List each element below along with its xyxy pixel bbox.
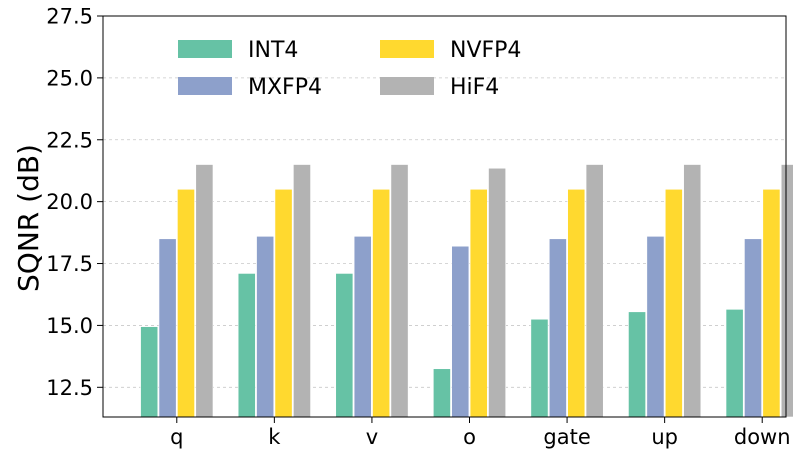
y-tick-label: 25.0 — [46, 66, 93, 90]
legend-swatch-hif4 — [380, 77, 434, 95]
y-tick-label: 22.5 — [46, 128, 93, 152]
bar-nvfp4-gate — [567, 188, 586, 418]
bar-nvfp4-q — [177, 188, 195, 418]
legend-swatch-int4 — [178, 40, 232, 58]
bar-int4-q — [140, 326, 159, 418]
bar-hif4-k — [293, 164, 311, 418]
bar-hif4-q — [195, 164, 214, 418]
bar-int4-gate — [530, 318, 549, 418]
axes: 12.5 15.0 17.5 20.0 22.5 25.0 27.5 q k v o gate up do… — [46, 5, 790, 450]
bar-hif4-o — [488, 167, 507, 418]
bar-int4-k — [237, 273, 256, 418]
bar-mxfp4-down — [744, 238, 762, 418]
bar-nvfp4-o — [469, 188, 488, 418]
x-tick-label: k — [268, 425, 281, 449]
bar-mxfp4-gate — [548, 238, 567, 418]
y-tick-label: 12.5 — [46, 376, 93, 400]
bar-mxfp4-up — [646, 236, 665, 418]
bar-mxfp4-v — [353, 236, 372, 418]
bar-hif4-down — [780, 164, 793, 418]
legend-swatch-mxfp4 — [178, 77, 232, 95]
x-tick-label: gate — [543, 425, 590, 449]
bar-int4-o — [432, 368, 451, 418]
x-tick-label: up — [651, 425, 678, 449]
legend-swatch-nvfp4 — [380, 40, 434, 58]
legend-label-hif4: HiF4 — [450, 75, 499, 100]
bar-hif4-v — [390, 164, 409, 418]
x-tick-label: down — [734, 425, 791, 449]
bar-nvfp4-v — [372, 188, 391, 418]
legend: INT4 MXFP4 NVFP4 HiF4 — [178, 38, 521, 100]
bar-hif4-gate — [585, 164, 604, 418]
x-tick-label: v — [366, 425, 378, 449]
legend-label-int4: INT4 — [248, 38, 298, 63]
x-tick-label: q — [170, 425, 183, 449]
bars — [140, 164, 793, 418]
y-tick-label: 27.5 — [46, 5, 93, 29]
y-axis-title: SQNR (dB) — [12, 144, 45, 292]
legend-label-nvfp4: NVFP4 — [450, 38, 521, 63]
y-tick-label: 20.0 — [46, 190, 93, 214]
bar-int4-v — [335, 273, 354, 418]
bar-mxfp4-o — [451, 245, 470, 418]
bar-nvfp4-k — [274, 188, 293, 418]
bar-nvfp4-down — [762, 188, 781, 418]
y-tick-label: 15.0 — [46, 314, 93, 338]
x-tick-label: o — [463, 425, 476, 449]
bar-mxfp4-q — [158, 238, 177, 418]
legend-label-mxfp4: MXFP4 — [248, 75, 322, 100]
y-tick-label: 17.5 — [46, 252, 93, 276]
bar-int4-up — [628, 311, 646, 418]
bar-mxfp4-k — [256, 236, 275, 418]
plot-frame — [102, 15, 787, 418]
bar-nvfp4-up — [664, 188, 683, 418]
bar-hif4-up — [683, 164, 702, 418]
bar-int4-down — [725, 309, 744, 418]
